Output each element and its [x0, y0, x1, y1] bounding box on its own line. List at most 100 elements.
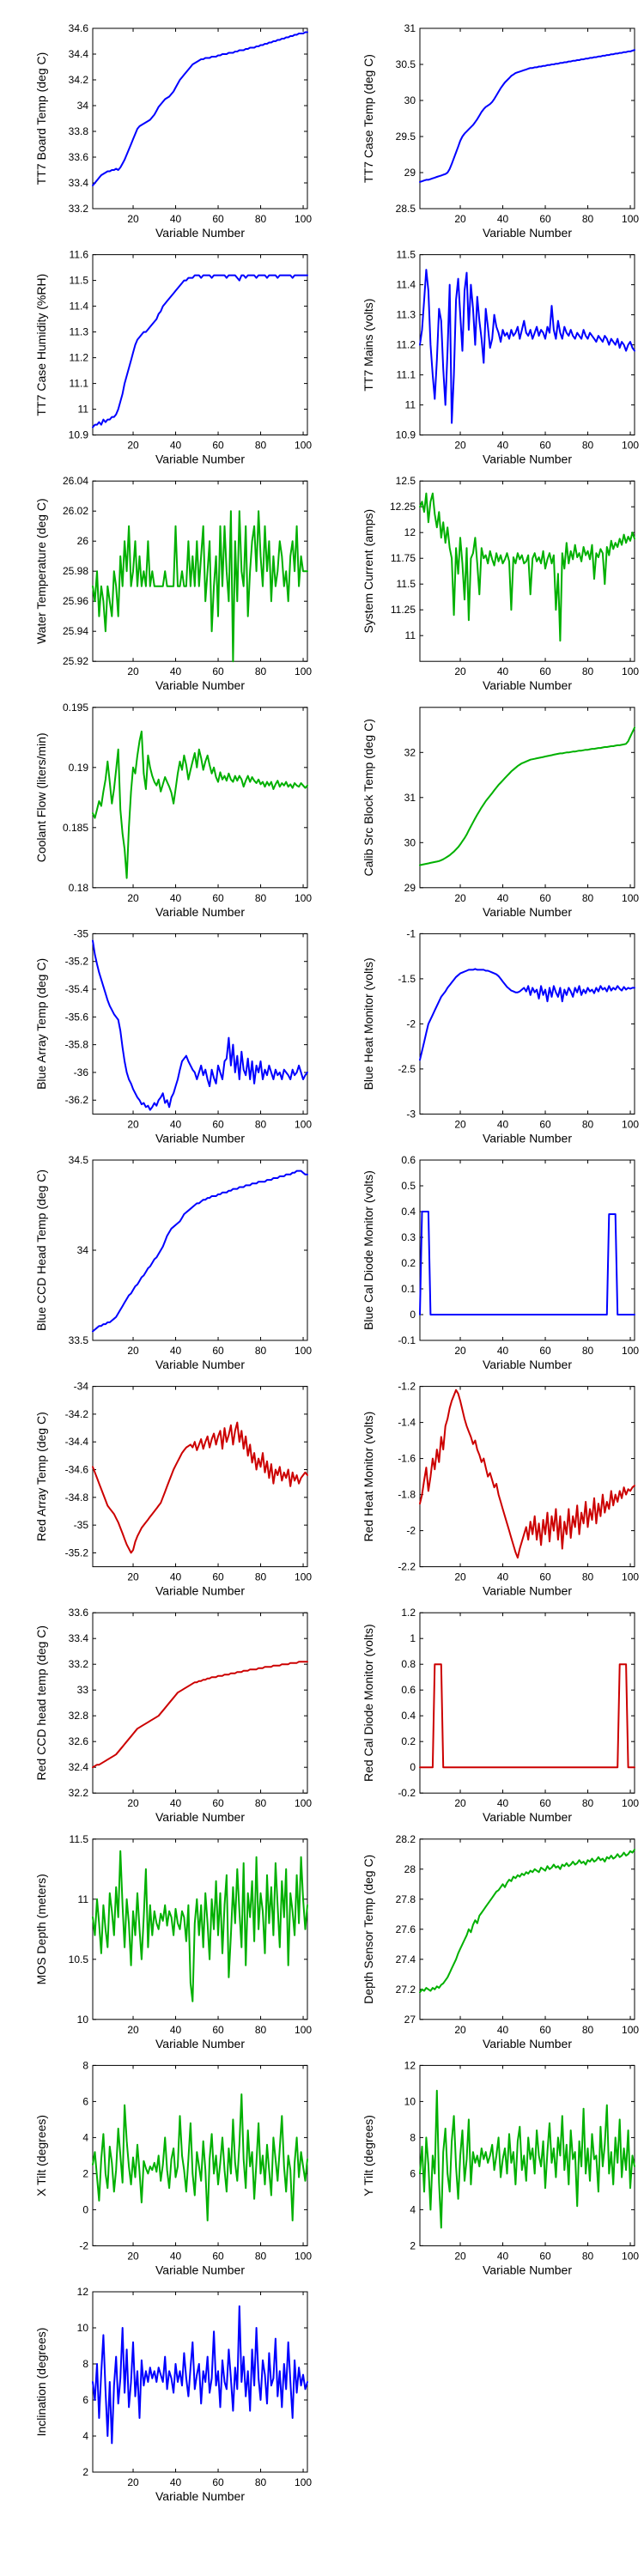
x-tick-label: 100 — [295, 1797, 312, 1809]
x-axis-label: Variable Number — [155, 1584, 245, 1598]
y-axis-label: Depth Sensor Temp (deg C) — [361, 1855, 375, 2004]
y-tick-label: 0.195 — [63, 702, 88, 714]
y-tick-label: -0.1 — [398, 1334, 416, 1346]
y-tick-label: -2.2 — [398, 1561, 416, 1573]
x-tick-label: 40 — [170, 1118, 182, 1130]
plot-area — [419, 1159, 635, 1341]
y-tick-label: 25.96 — [63, 595, 88, 607]
y-tick-label: 25.94 — [63, 625, 88, 637]
series-line — [92, 1421, 308, 1554]
x-tick-label: 40 — [497, 892, 509, 904]
chart-panel: 20 40 60 80 100 10.9 11 11.1 11.2 11.3 11.4 11.5 Var… — [361, 249, 639, 466]
x-tick-label: 100 — [295, 2476, 312, 2488]
x-tick-label: 60 — [212, 2250, 224, 2262]
y-tick-label: -2 — [406, 1018, 416, 1030]
x-axis-label: Variable Number — [155, 1810, 245, 1824]
x-tick-label: 80 — [582, 1797, 594, 1809]
x-tick-label: 20 — [454, 2250, 466, 2262]
y-tick-label: -35 — [74, 927, 89, 939]
x-tick-label: 100 — [295, 2250, 312, 2262]
y-tick-label: -1.4 — [398, 1417, 416, 1429]
x-tick-label: 100 — [622, 665, 639, 677]
y-axis-label: System Current (amps) — [361, 509, 375, 634]
x-tick-label: 40 — [170, 665, 182, 677]
x-tick-label: 80 — [255, 892, 267, 904]
y-tick-label: 11 — [405, 399, 416, 411]
y-axis-label: Red Heat Monitor (volts) — [361, 1412, 375, 1542]
y-tick-label: 0.4 — [401, 1206, 416, 1218]
x-tick-label: 100 — [295, 1345, 312, 1357]
series-line — [92, 31, 308, 186]
y-tick-label: 12.5 — [396, 475, 416, 487]
x-tick-label: 40 — [170, 1797, 182, 1809]
y-tick-label: 11.1 — [397, 369, 416, 381]
y-axis-label: Coolant Flow (liters/min) — [34, 732, 48, 862]
x-tick-label: 20 — [454, 1797, 466, 1809]
x-tick-label: 80 — [255, 2476, 267, 2488]
y-tick-label: 27.6 — [396, 1923, 416, 1935]
y-tick-label: 4 — [410, 2203, 416, 2215]
y-tick-label: 12 — [404, 526, 416, 538]
y-tick-label: 33.6 — [69, 1607, 89, 1619]
x-tick-label: 60 — [539, 1571, 551, 1583]
y-tick-label: 10.9 — [396, 429, 416, 441]
y-tick-label: 32.8 — [69, 1710, 89, 1722]
y-tick-label: 33.4 — [69, 1632, 89, 1644]
y-tick-label: 34.4 — [69, 48, 89, 60]
plot-area — [92, 933, 308, 1115]
x-axis-label: Variable Number — [483, 905, 572, 919]
x-tick-label: 20 — [127, 213, 139, 225]
x-tick-label: 100 — [622, 2250, 639, 2262]
series-line — [92, 1850, 308, 2002]
y-tick-label: 33.2 — [69, 203, 89, 215]
y-tick-label: 11.5 — [397, 249, 416, 261]
y-tick-label: 27.8 — [396, 1893, 416, 1905]
y-tick-label: 2 — [82, 2167, 88, 2179]
y-tick-label: 0.2 — [401, 1735, 416, 1747]
x-tick-label: 100 — [622, 1571, 639, 1583]
chart-panel: 20 40 60 80 100 -0.2 0 0.2 0.4 0.6 0.8 1 1.2 Variable… — [361, 1607, 639, 1824]
y-axis-label: Inclination (degrees) — [34, 2328, 48, 2437]
y-tick-label: 32.4 — [69, 1761, 89, 1773]
x-axis-label: Variable Number — [483, 1131, 572, 1145]
x-tick-label: 20 — [127, 2476, 139, 2488]
chart-panel: 20 40 60 80 100 29 30 31 32 Variable Number Calib … — [361, 707, 639, 919]
x-tick-label: 20 — [127, 1118, 139, 1130]
x-tick-label: 60 — [212, 440, 224, 452]
y-tick-label: 0.18 — [69, 882, 89, 894]
x-tick-label: 60 — [212, 892, 224, 904]
y-tick-label: 11.2 — [70, 352, 89, 364]
x-tick-label: 100 — [295, 1571, 312, 1583]
y-tick-label: 11.75 — [391, 552, 416, 564]
series-line — [419, 726, 635, 866]
y-tick-label: -0.2 — [398, 1787, 416, 1799]
y-tick-label: 10 — [77, 2014, 89, 2026]
y-tick-label: 11.4 — [397, 279, 416, 291]
x-tick-label: 20 — [127, 440, 139, 452]
y-tick-label: 11.5 — [70, 275, 89, 287]
y-axis-label: Calib Src Block Temp (deg C) — [361, 719, 375, 876]
plot-area — [419, 1838, 635, 2020]
y-tick-label: 8 — [410, 2131, 416, 2143]
y-tick-label: 34 — [77, 1244, 89, 1256]
x-tick-label: 20 — [127, 892, 139, 904]
x-tick-label: 40 — [497, 1345, 509, 1357]
chart-panel: 20 40 60 80 100 -3 -2.5 -2 -1.5 -1 Variable Number… — [361, 927, 639, 1145]
x-tick-label: 80 — [582, 2250, 594, 2262]
chart-panel: 20 40 60 80 100 10.9 11 11.1 11.2 11.3 11.4 11.5 11.… — [34, 249, 312, 466]
y-tick-label: 11 — [78, 404, 89, 416]
y-tick-label: -34.6 — [65, 1464, 89, 1476]
x-axis-label: Variable Number — [483, 2263, 572, 2276]
plot-area — [419, 707, 635, 889]
y-tick-label: 0 — [82, 2203, 88, 2215]
y-axis-label: TT7 Case Temp (deg C) — [361, 54, 375, 183]
x-tick-label: 40 — [497, 1797, 509, 1809]
x-tick-label: 40 — [170, 440, 182, 452]
y-tick-label: 29 — [404, 882, 416, 894]
x-tick-label: 40 — [170, 213, 182, 225]
plot-area — [419, 1386, 635, 1568]
series-line — [419, 1211, 635, 1315]
y-tick-label: 10 — [77, 2322, 89, 2334]
y-tick-label: -35.6 — [65, 1011, 89, 1023]
chart-panel: 20 40 60 80 100 32.2 32.4 32.6 32.8 33 33.2 33.4 33.… — [34, 1607, 312, 1824]
